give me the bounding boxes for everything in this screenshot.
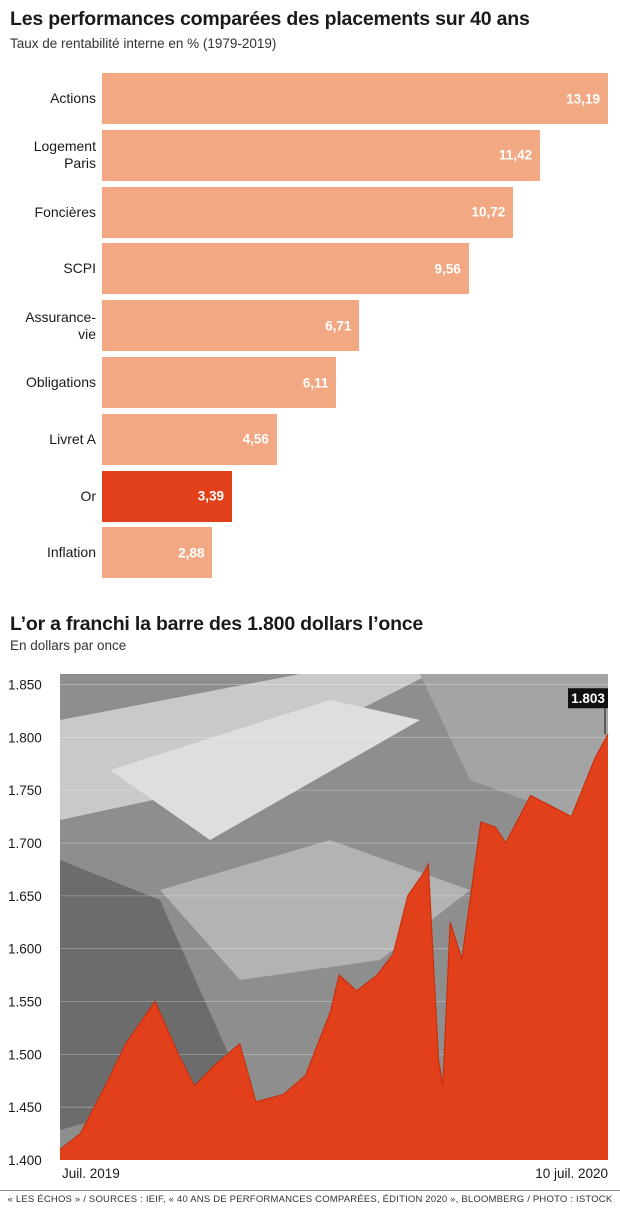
ingot-shape: [60, 860, 240, 1130]
last-value-label: 1.803: [571, 691, 605, 706]
y-tick-label: 1.800: [8, 730, 42, 745]
category-label-line: Paris: [64, 155, 96, 172]
bar-chart: 13,19 Actions 11,42 Logement Paris 10,72 Fonci…: [0, 0, 620, 600]
category-label-line: Logement: [33, 138, 96, 155]
bar-value-label: 6,11: [302, 375, 329, 390]
category-label: Foncières: [4, 204, 96, 221]
category-label: Assurance-vie: [4, 309, 96, 343]
category-label: SCPI: [4, 260, 96, 277]
category-label-line: vie: [78, 325, 96, 342]
category-label-line: Assurance-: [25, 308, 96, 325]
bar: 11,42: [102, 129, 541, 181]
bar: 10,72: [102, 186, 514, 238]
bar-value-label: 13,19: [566, 91, 600, 106]
bar: 6,11: [102, 357, 337, 408]
bar: 2,88: [102, 527, 213, 579]
y-tick-label: 1.750: [8, 783, 42, 798]
ingot-shape: [160, 840, 470, 980]
bar: 13,19: [102, 73, 608, 124]
bar: 9,56: [102, 243, 469, 295]
line-chart-subtitle: En dollars par once: [10, 638, 127, 653]
category-label-line: SCPI: [63, 260, 96, 277]
category-label: Livret A: [4, 431, 96, 448]
bar-chart-title: Les performances comparées des placement…: [10, 8, 530, 30]
gold-price-chart: 1.400 1.450 1.500 1.550 1.600 1.650 1.700 1.750…: [8, 674, 609, 1181]
category-label-line: Livret A: [49, 430, 96, 447]
category-label: Inflation: [4, 544, 96, 561]
bar-value-label: 11,42: [499, 147, 533, 163]
bar-value-label: 3,39: [197, 488, 225, 504]
bar-value-label: 6,71: [325, 318, 352, 334]
price-line: [59, 733, 609, 1150]
last-value-badge: [568, 688, 608, 709]
category-label-line: Foncières: [34, 203, 96, 220]
x-tick-label: Juil. 2019: [62, 1166, 120, 1181]
y-tick-label: 1.500: [8, 1047, 42, 1062]
category-label-line: Obligations: [25, 374, 96, 390]
source-footer: « LES ÉCHOS » / SOURCES : IEIF, « 40 ANS…: [0, 1190, 620, 1205]
category-label-line: Actions: [50, 90, 96, 106]
bar-value-label: 9,56: [434, 261, 461, 277]
category-label-line: Or: [80, 487, 96, 504]
bar: 3,39: [102, 470, 233, 522]
category-label-line: Inflation: [46, 544, 96, 561]
x-tick-label: 10 juil. 2020: [535, 1166, 608, 1181]
y-tick-label: 1.850: [8, 678, 42, 693]
bar-value-label: 2,88: [178, 545, 205, 561]
price-area: [60, 734, 608, 1160]
category-label: Logement Paris: [4, 138, 96, 172]
category-label: Obligations: [4, 374, 96, 391]
bar-value-label: 10,72: [471, 204, 506, 220]
y-tick-label: 1.700: [8, 836, 42, 851]
line-chart-title: L’or a franchi la barre des 1.800 dollar…: [10, 613, 424, 635]
bar: 4,56: [102, 413, 277, 465]
y-tick-label: 1.650: [8, 889, 42, 904]
category-label: Actions: [4, 90, 96, 107]
y-tick-label: 1.600: [8, 942, 42, 957]
y-tick-label: 1.550: [8, 995, 42, 1010]
bar-value-label: 4,56: [242, 431, 269, 447]
bar: 6,71: [102, 300, 360, 352]
ingot-shape: [420, 674, 608, 830]
ingot-shape: [110, 700, 420, 840]
y-tick-label: 1.450: [8, 1100, 42, 1115]
bar-chart-subtitle: Taux de rentabilité interne en % (1979-2…: [10, 36, 277, 51]
y-tick-label: 1.400: [8, 1153, 42, 1168]
category-label: Or: [4, 488, 96, 505]
